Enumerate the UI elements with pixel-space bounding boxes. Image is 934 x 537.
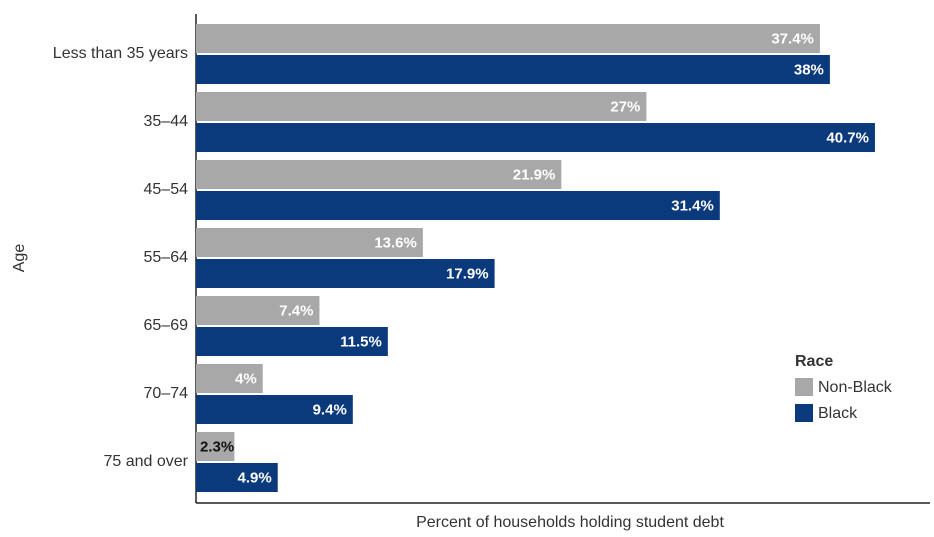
- value-label: 40.7%: [826, 129, 869, 146]
- y-tick-label: Less than 35 years: [53, 45, 188, 62]
- bar: [196, 395, 353, 424]
- bar: [196, 432, 235, 461]
- bar: [196, 191, 720, 220]
- bar: [196, 24, 820, 53]
- value-label: 9.4%: [313, 401, 347, 418]
- value-label: 37.4%: [771, 30, 814, 47]
- value-label: 2.3%: [200, 438, 234, 455]
- y-tick-label: 45–54: [144, 181, 189, 198]
- y-tick-label: 75 and over: [103, 453, 188, 470]
- y-axis-label: Age: [11, 244, 28, 273]
- value-label: 38%: [794, 61, 824, 78]
- legend-title: Race: [795, 353, 833, 370]
- y-tick-label: 35–44: [144, 113, 189, 130]
- bar: [196, 92, 647, 121]
- y-tick-label: 65–69: [144, 317, 189, 334]
- bar: [196, 463, 278, 492]
- y-tick-label: 55–64: [144, 249, 189, 266]
- legend-swatch: [795, 404, 813, 422]
- bar: [196, 123, 875, 152]
- bar: [196, 259, 495, 288]
- bar: [196, 296, 320, 325]
- value-label: 27%: [610, 98, 640, 115]
- value-label: 13.6%: [374, 234, 417, 251]
- bar: [196, 160, 562, 189]
- bar: [196, 327, 388, 356]
- bar: [196, 228, 423, 257]
- x-axis-label: Percent of households holding student de…: [416, 514, 724, 531]
- bar: [196, 55, 830, 84]
- value-label: 4%: [235, 370, 257, 387]
- legend-label: Non-Black: [818, 379, 893, 396]
- value-label: 17.9%: [446, 265, 489, 282]
- legend-swatch: [795, 378, 813, 396]
- value-label: 4.9%: [238, 469, 272, 486]
- value-label: 21.9%: [513, 166, 556, 183]
- value-label: 31.4%: [671, 197, 714, 214]
- legend-label: Black: [818, 405, 858, 422]
- value-label: 11.5%: [340, 333, 382, 350]
- y-tick-label: 70–74: [144, 385, 189, 402]
- value-label: 7.4%: [279, 302, 313, 319]
- bar: [196, 364, 263, 393]
